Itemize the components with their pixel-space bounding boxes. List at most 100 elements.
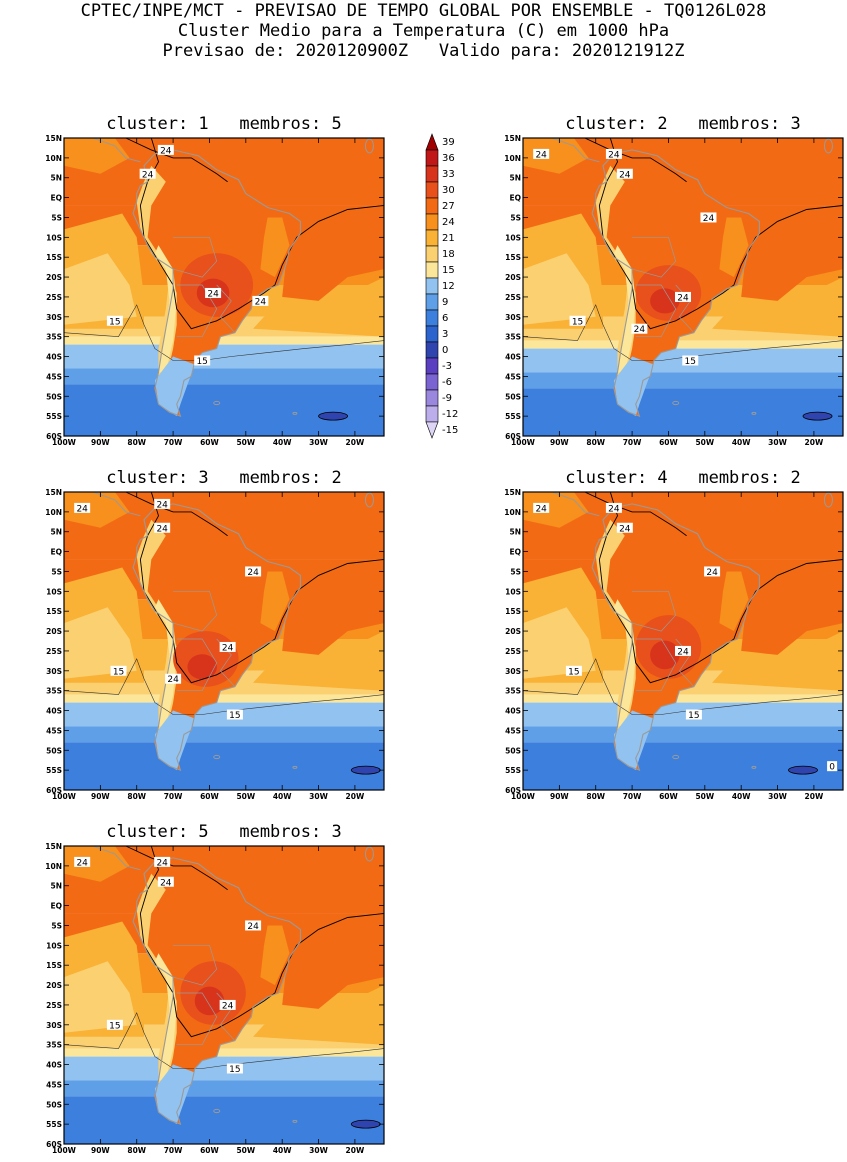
lat-label: 45S: [46, 372, 62, 381]
colorbar-swatch: [425, 293, 439, 311]
contour-label: 24: [255, 297, 267, 307]
colorbar-label: 12: [442, 281, 455, 292]
temperature-band: [523, 388, 843, 436]
contour-label: 24: [160, 146, 172, 156]
coastline: [132, 503, 301, 771]
south-georgia: [292, 765, 298, 769]
colorbar-swatch: [425, 309, 439, 327]
lat-label: 40S: [46, 353, 62, 362]
lat-label: 20S: [505, 273, 521, 282]
contour-label-box: [157, 876, 174, 887]
falkland-islands: [672, 754, 680, 760]
temperature-band: [523, 372, 843, 389]
temperature-band: [64, 384, 384, 436]
lon-label: 80W: [586, 438, 605, 447]
colorbar-label: 0: [442, 345, 448, 356]
lon-label: 40W: [732, 792, 751, 801]
lat-label: 10N: [45, 862, 62, 871]
lat-label: 10S: [46, 587, 62, 596]
header-line-3: Previsao de: 2020120900Z Valido para: 20…: [162, 41, 685, 61]
border-line: [635, 638, 677, 692]
colorbar-label: 36: [442, 153, 455, 164]
falkland-islands: [213, 754, 221, 760]
lat-label: 30S: [505, 313, 521, 322]
lat-label: 10S: [505, 587, 521, 596]
ne-brazil-pocket: [719, 571, 749, 632]
lat-label: 15N: [45, 134, 62, 143]
lat-label: 30S: [46, 1021, 62, 1030]
lon-label: 90W: [91, 1146, 110, 1155]
contour-label-box: [685, 709, 702, 720]
lat-label: 50S: [505, 746, 521, 755]
contour-24-north: [584, 492, 687, 537]
lon-label: 40W: [273, 792, 292, 801]
plot-frame: [63, 845, 385, 1145]
colorbar-swatch: [425, 421, 439, 439]
contour-label-box: [110, 665, 127, 676]
contour-label: 15: [229, 711, 240, 721]
lat-label: 50S: [46, 1100, 62, 1109]
lat-label: 10S: [46, 233, 62, 242]
contour-label: 24: [156, 500, 168, 510]
lat-label: 5N: [51, 882, 63, 891]
lat-label: 30S: [46, 313, 62, 322]
patagonia-cool: [154, 710, 195, 771]
lon-label: 80W: [127, 1146, 146, 1155]
contour-label: 15: [688, 711, 699, 721]
west-africa-coast: [364, 846, 374, 862]
map-panel-5: 24 24 24 24 24 15 15 15N 10N 5N EQ 5S 10S 15S 20S 25S 30…: [45, 842, 385, 1155]
south-georgia: [751, 411, 757, 415]
colorbar-label: -12: [442, 409, 458, 420]
falkland-islands: [213, 400, 221, 406]
coastline: [132, 149, 301, 417]
ne-brazil-pocket: [260, 925, 290, 986]
colorbar-swatch: [425, 405, 439, 423]
central-america: [551, 492, 600, 517]
plot-frame: [522, 137, 844, 437]
lat-label: 10N: [504, 508, 521, 517]
south-georgia: [292, 411, 298, 415]
colorbar-label: 27: [442, 201, 455, 212]
header-line-1: CPTEC/INPE/MCT - PREVISAO DE TEMPO GLOBA…: [80, 1, 767, 21]
lat-label: 20S: [46, 273, 62, 282]
lon-label: 60W: [659, 792, 678, 801]
contour-label-box: [565, 665, 582, 676]
contour-label: 24: [222, 1001, 234, 1011]
atlantic-mid-region: [712, 631, 843, 691]
contour-label-box: [194, 355, 211, 366]
contour-label-box: [74, 502, 91, 513]
lon-label: 30W: [309, 1146, 328, 1155]
atlantic-warm-region: [282, 229, 384, 301]
lat-label: 5S: [51, 213, 62, 222]
lat-label: 35S: [505, 687, 521, 696]
lat-label: 30S: [46, 667, 62, 676]
border-line: [632, 236, 677, 278]
caribbean-patch: [64, 138, 130, 174]
temperature-band: [64, 1096, 384, 1144]
colorbar-swatch: [425, 277, 439, 295]
lon-label: 20W: [805, 438, 824, 447]
lat-label: 10N: [45, 508, 62, 517]
lon-label: 20W: [805, 792, 824, 801]
contour-label-box: [165, 673, 182, 684]
lat-label: 55S: [505, 766, 521, 775]
temperature-band: [64, 1056, 384, 1081]
colorbar-swatch: [425, 341, 439, 359]
central-america: [92, 492, 141, 517]
lat-label: 20S: [505, 627, 521, 636]
lat-label: 35S: [46, 1041, 62, 1050]
lon-label: 20W: [346, 792, 365, 801]
contour-label-box: [219, 641, 236, 652]
lon-label: 50W: [695, 438, 714, 447]
map-panel-2: 24 24 24 24 24 24 15 15 15N 10N 5N EQ 5S 10S 15S 20S 25S…: [504, 134, 844, 447]
contour-label: 24: [207, 289, 219, 299]
lat-label: EQ: [510, 548, 522, 557]
atlantic-warm-region: [741, 583, 843, 655]
contour-24: [139, 492, 384, 684]
lat-label: EQ: [51, 194, 63, 203]
border-line: [176, 992, 218, 1046]
lat-label: 15N: [504, 488, 521, 497]
lon-label: 60W: [200, 1146, 219, 1155]
colorbar-label: 18: [442, 249, 455, 260]
